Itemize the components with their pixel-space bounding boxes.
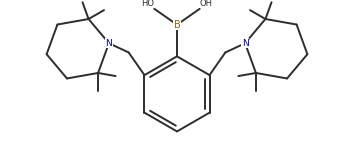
Text: N: N [105,39,112,48]
Text: B: B [173,20,181,30]
Text: HO: HO [141,0,154,8]
Text: OH: OH [200,0,213,8]
Text: N: N [242,39,249,48]
